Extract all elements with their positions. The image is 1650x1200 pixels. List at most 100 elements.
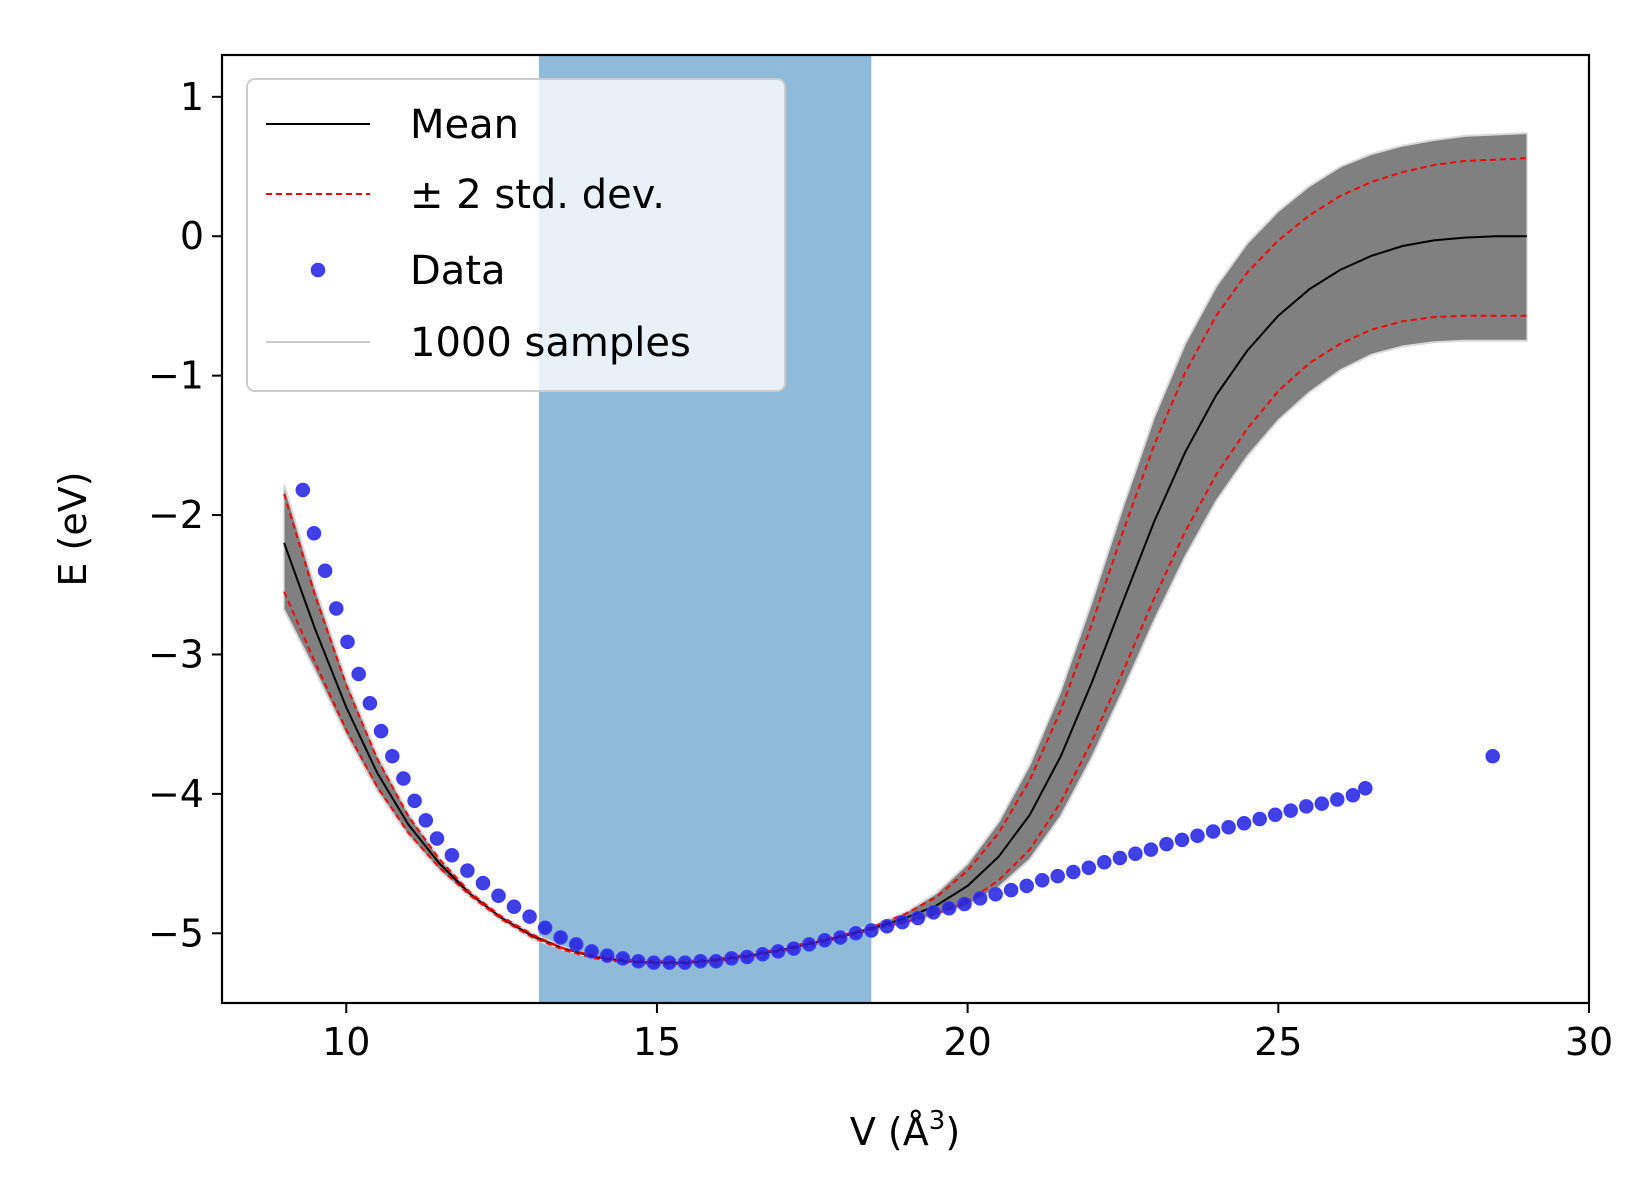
data-point — [631, 953, 646, 969]
data-point — [770, 944, 786, 959]
data-point — [817, 933, 832, 948]
data-point — [910, 910, 926, 926]
plot-frame — [220, 53, 1591, 1005]
data-point — [1221, 820, 1236, 835]
data-point — [584, 944, 599, 959]
data-point — [306, 525, 322, 541]
data-point — [693, 953, 708, 969]
data-point — [724, 951, 739, 966]
data-point — [848, 926, 864, 941]
data-point — [786, 941, 801, 956]
data-point — [396, 771, 411, 786]
legend-data-swatch — [310, 262, 326, 278]
data-point — [833, 930, 848, 945]
data-point — [1205, 824, 1221, 839]
data-point — [444, 847, 460, 863]
legend-samples-label: 1000 samples — [410, 320, 691, 366]
x-axis-label-superscript: 3 — [929, 1106, 946, 1136]
data-point — [407, 793, 422, 809]
data-point — [1190, 828, 1205, 843]
data-point — [1081, 860, 1097, 876]
std-lower-line — [283, 314, 1527, 965]
data-point — [460, 863, 475, 878]
data-point — [1003, 882, 1019, 898]
data-point — [615, 951, 631, 966]
data-point — [708, 953, 724, 969]
data-point — [317, 563, 333, 579]
y-tick-label: 1 — [180, 75, 204, 119]
data-point — [351, 666, 366, 682]
y-tick-label: −2 — [148, 493, 204, 537]
data-point — [864, 923, 879, 938]
legend-mean-label: Mean — [410, 102, 519, 148]
data-point — [1050, 868, 1065, 884]
data-point — [418, 813, 434, 828]
data-point — [1143, 842, 1159, 857]
data-point — [568, 937, 584, 952]
x-tick-label: 25 — [1254, 1020, 1302, 1064]
data-point — [429, 831, 445, 846]
data-point — [1485, 748, 1500, 764]
data-point — [295, 482, 311, 498]
data-point — [1358, 781, 1373, 796]
data-point — [599, 948, 615, 963]
data-point — [1283, 803, 1298, 818]
data-point — [879, 919, 895, 934]
data-point — [385, 748, 400, 764]
x-tick-label: 15 — [633, 1020, 681, 1064]
x-axis-label-close: ) — [945, 1110, 960, 1154]
x-axis-label-text: V (Å — [850, 1110, 929, 1154]
data-point — [895, 914, 910, 930]
y-tick-label: −5 — [148, 911, 204, 955]
data-point — [553, 930, 568, 945]
data-point — [972, 891, 988, 906]
data-point — [1299, 799, 1314, 814]
data-point — [329, 601, 344, 616]
data-point — [537, 920, 553, 935]
data-point — [957, 896, 972, 912]
data-point — [1252, 811, 1267, 827]
data-point — [491, 888, 506, 903]
data-point — [941, 900, 957, 916]
x-tick-label: 10 — [322, 1020, 370, 1064]
y-tick-label: −1 — [148, 354, 204, 398]
x-axis-label: V (Å3) — [850, 1106, 960, 1154]
y-axis-label: E (eV) — [51, 471, 95, 586]
x-tick-label: 30 — [1565, 1020, 1613, 1064]
data-point — [1066, 864, 1081, 880]
legend-data-label: Data — [410, 248, 506, 294]
data-point — [373, 723, 389, 739]
std-upper-line — [283, 157, 1527, 963]
legend: Mean ± 2 std. dev. Data 1000 samples — [246, 78, 786, 392]
data-point — [1345, 788, 1361, 803]
x-tick-label: 20 — [943, 1020, 991, 1064]
data-point — [988, 887, 1003, 902]
y-tick-label: −4 — [148, 772, 204, 816]
data-point — [926, 905, 941, 920]
y-tick-label: −3 — [148, 632, 204, 676]
data-point — [1112, 850, 1128, 866]
data-point — [1174, 832, 1190, 848]
data-point — [1236, 815, 1252, 831]
data-point — [1019, 878, 1034, 894]
data-point — [362, 696, 378, 711]
data-point — [1159, 836, 1174, 852]
data-point — [1034, 873, 1050, 888]
data-point — [646, 955, 662, 970]
data-point — [1097, 854, 1112, 870]
data-point — [755, 946, 770, 962]
data-point — [739, 949, 755, 965]
data-point — [801, 937, 817, 952]
legend-std-label: ± 2 std. dev. — [410, 172, 665, 218]
data-point — [506, 899, 522, 915]
data-point — [1267, 807, 1283, 823]
data-point — [662, 955, 677, 970]
data-point — [340, 634, 355, 650]
y-tick-label: 0 — [180, 214, 204, 258]
legend-box — [246, 78, 786, 392]
data-point — [475, 875, 491, 891]
data-point — [1128, 846, 1143, 862]
data-point — [677, 955, 693, 970]
